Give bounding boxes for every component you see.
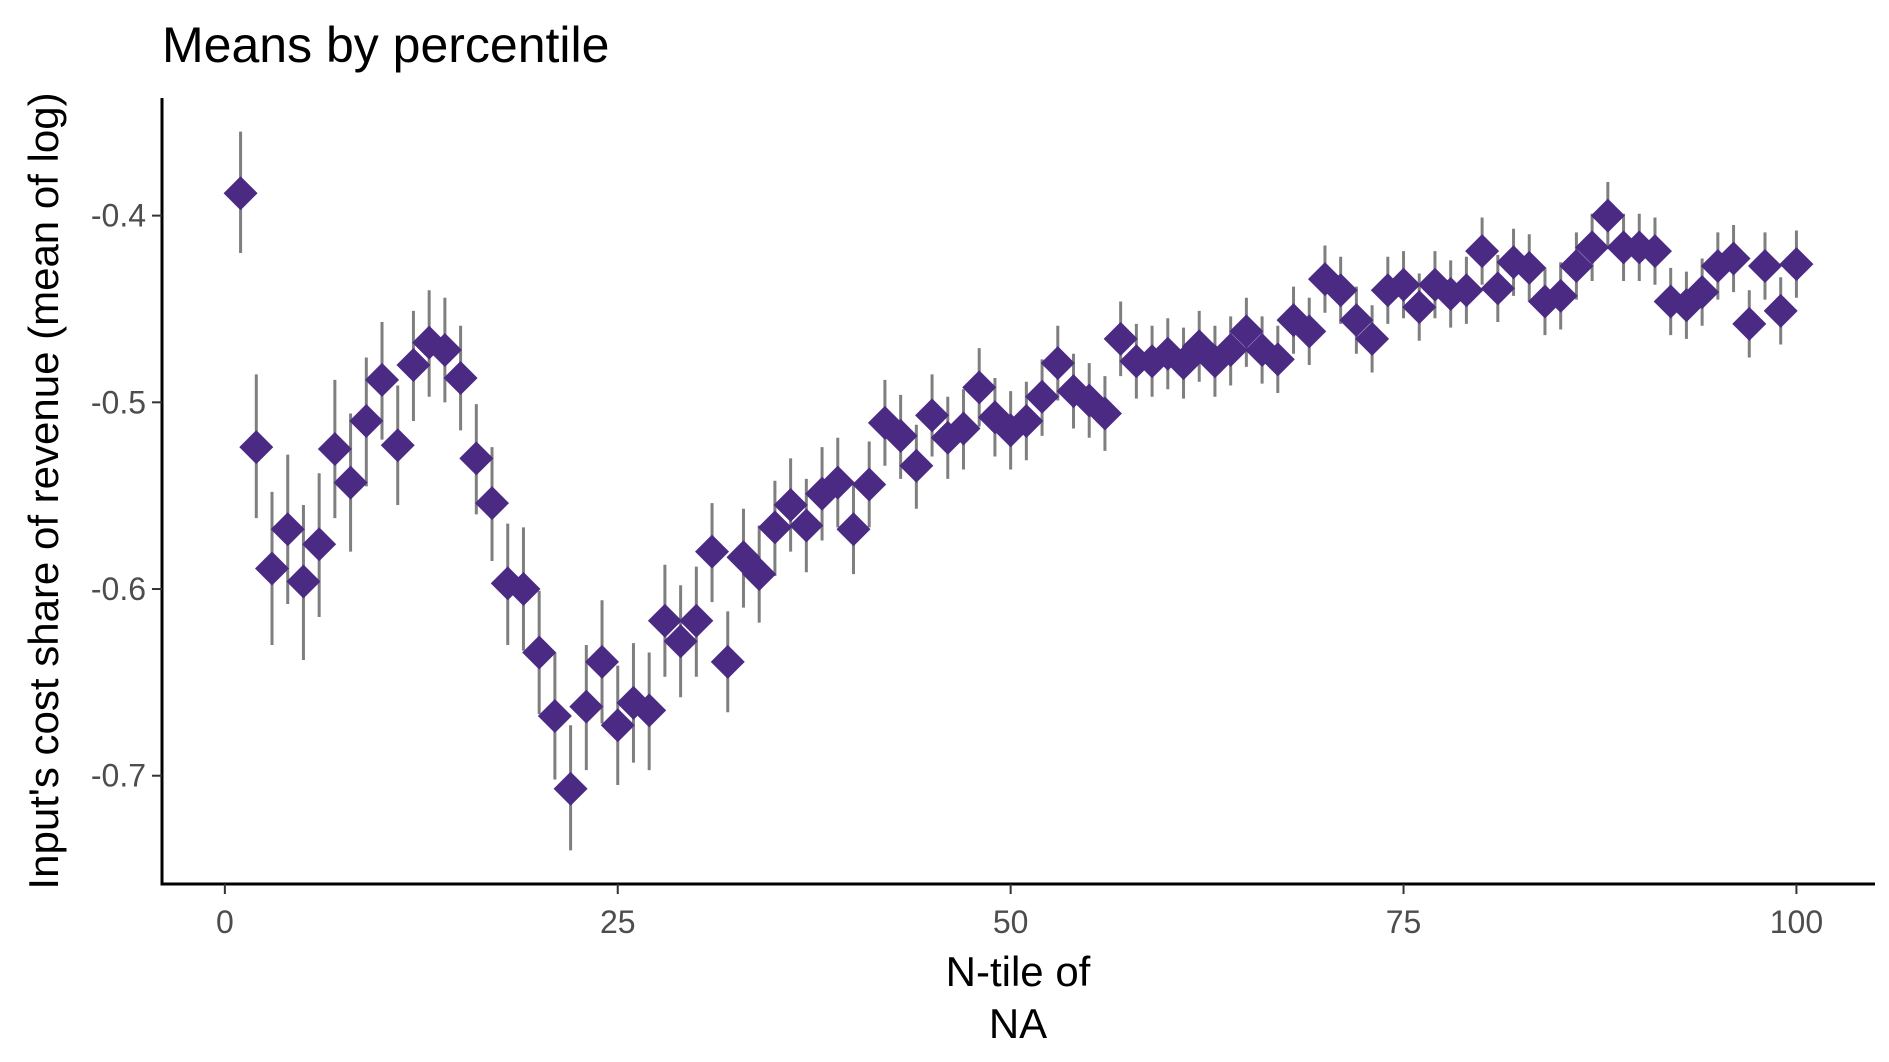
data-point-2 — [239, 430, 274, 465]
x-tick-label: 75 — [1386, 904, 1422, 940]
data-point-40 — [836, 512, 871, 547]
data-point-67 — [1260, 342, 1295, 377]
data-point-53 — [1040, 346, 1075, 381]
data-point-24 — [585, 644, 620, 679]
data-point-51 — [1009, 403, 1044, 438]
data-point-8 — [333, 465, 368, 500]
data-point-76 — [1402, 290, 1437, 325]
y-tick-label: -0.7 — [91, 758, 146, 794]
data-point-88 — [1590, 198, 1625, 233]
data-point-72 — [1339, 303, 1374, 338]
data-point-52 — [1025, 379, 1060, 414]
data-point-71 — [1323, 273, 1358, 308]
data-point-56 — [1087, 396, 1122, 431]
data-point-41 — [852, 467, 887, 502]
data-point-79 — [1449, 273, 1484, 308]
y-axis-ticks: -0.4 -0.5 -0.6 -0.7 — [91, 198, 162, 794]
data-point-23 — [569, 689, 604, 724]
y-tick-label: -0.6 — [91, 571, 146, 607]
data-point-80 — [1465, 234, 1500, 269]
data-point-5 — [286, 564, 321, 599]
data-point-45 — [915, 398, 950, 433]
data-point-44 — [899, 448, 934, 483]
y-tick-label: -0.5 — [91, 384, 146, 420]
data-point-57 — [1103, 321, 1138, 356]
data-point-34 — [742, 557, 777, 592]
data-point-31 — [695, 534, 730, 569]
data-points — [223, 176, 1814, 806]
chart-title: Means by percentile — [162, 17, 609, 73]
data-point-12 — [396, 347, 431, 382]
data-point-17 — [475, 486, 510, 521]
data-point-20 — [522, 635, 557, 670]
data-point-29 — [663, 624, 698, 659]
data-point-3 — [255, 551, 290, 586]
data-point-96 — [1716, 241, 1751, 276]
y-axis-title: Input's cost share of revenue (mean of l… — [20, 92, 67, 889]
x-axis-title-line-2: NA — [989, 1000, 1047, 1047]
errorbars — [239, 131, 1798, 851]
data-point-87 — [1575, 230, 1610, 265]
data-point-48 — [962, 370, 997, 405]
data-point-37 — [789, 508, 824, 543]
data-point-35 — [757, 510, 792, 545]
data-point-25 — [600, 708, 635, 743]
data-point-47 — [946, 411, 981, 446]
data-point-85 — [1543, 278, 1578, 313]
data-point-19 — [506, 572, 541, 607]
data-point-65 — [1229, 314, 1264, 349]
data-point-7 — [317, 431, 352, 466]
data-point-39 — [820, 465, 855, 500]
data-point-99 — [1763, 293, 1798, 328]
x-tick-label: 25 — [600, 904, 636, 940]
data-point-16 — [459, 441, 494, 476]
data-point-94 — [1685, 275, 1720, 310]
data-point-27 — [632, 693, 667, 728]
data-point-10 — [365, 362, 400, 397]
data-point-100 — [1779, 247, 1814, 282]
data-point-69 — [1292, 314, 1327, 349]
data-point-97 — [1732, 306, 1767, 341]
data-point-75 — [1386, 267, 1421, 302]
data-point-73 — [1355, 321, 1390, 356]
data-point-30 — [679, 603, 714, 638]
data-point-28 — [647, 603, 682, 638]
data-point-6 — [302, 527, 337, 562]
data-point-83 — [1512, 250, 1547, 285]
data-point-15 — [443, 361, 478, 396]
data-point-4 — [270, 512, 305, 547]
x-axis-title-line-1: N-tile of — [946, 948, 1091, 995]
x-tick-label: 0 — [216, 904, 234, 940]
data-point-98 — [1747, 249, 1782, 284]
data-point-86 — [1559, 249, 1594, 284]
data-point-11 — [380, 428, 415, 463]
data-point-91 — [1637, 234, 1672, 269]
data-point-81 — [1480, 271, 1515, 306]
data-point-21 — [537, 698, 572, 733]
x-tick-label: 50 — [993, 904, 1029, 940]
data-point-1 — [223, 176, 258, 211]
y-tick-label: -0.4 — [91, 198, 146, 234]
x-tick-label: 100 — [1770, 904, 1823, 940]
data-point-64 — [1213, 333, 1248, 368]
data-point-14 — [427, 333, 462, 368]
data-point-22 — [553, 771, 588, 806]
x-axis-ticks: 0 25 50 75 100 — [216, 884, 1823, 940]
data-point-36 — [773, 488, 808, 523]
data-point-9 — [349, 403, 384, 438]
data-point-32 — [710, 644, 745, 679]
data-point-43 — [883, 418, 918, 453]
